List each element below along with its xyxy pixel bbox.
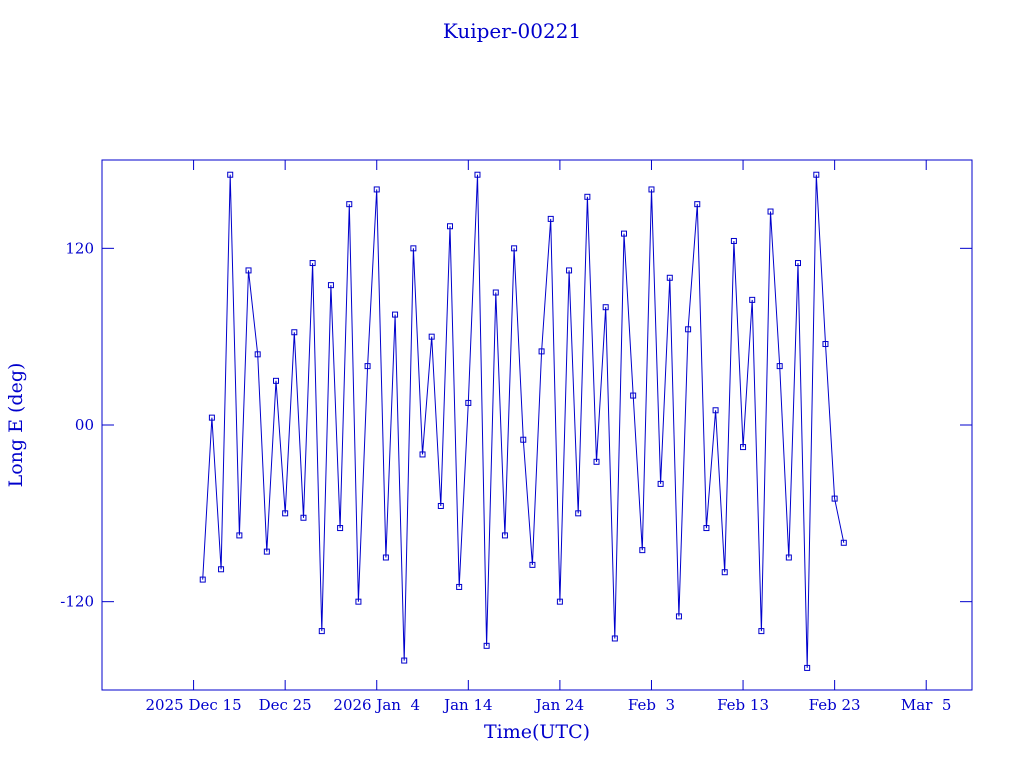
data-point — [456, 583, 463, 590]
data-point — [831, 495, 838, 502]
data-point — [556, 598, 563, 605]
data-point — [767, 208, 774, 215]
data-point — [840, 539, 847, 546]
data-point — [685, 326, 692, 333]
x-tick-label: Mar 5 — [901, 696, 952, 714]
data-point — [392, 311, 399, 318]
data-point — [776, 363, 783, 370]
x-tick-label: Jan 24 — [534, 696, 584, 714]
data-point — [501, 532, 508, 539]
data-point — [373, 186, 380, 193]
data-point — [584, 193, 591, 200]
data-point — [630, 392, 637, 399]
data-point — [236, 532, 243, 539]
data-point — [227, 171, 234, 178]
data-point — [566, 267, 573, 274]
data-point — [795, 260, 801, 267]
data-point — [675, 613, 682, 620]
data-point — [529, 561, 536, 568]
x-tick-label: 2026 Jan 4 — [333, 696, 420, 714]
data-point — [593, 458, 600, 465]
y-tick-label: -120 — [60, 593, 94, 611]
chart-title: Kuiper-00221 — [443, 19, 581, 43]
data-point — [621, 230, 627, 237]
data-point — [208, 414, 215, 421]
y-axis-label: Long E (deg) — [5, 363, 27, 488]
data-point — [300, 514, 307, 521]
data-point — [703, 525, 710, 532]
data-point — [694, 201, 701, 208]
data-point — [447, 223, 453, 230]
data-point — [199, 576, 206, 583]
data-point — [575, 510, 582, 517]
data-point — [721, 569, 728, 576]
data-point — [355, 598, 362, 605]
x-tick-label: Jan 14 — [442, 696, 492, 714]
data-point — [740, 444, 747, 451]
data-point — [712, 407, 719, 414]
data-point — [538, 348, 545, 355]
x-tick-label: Feb 13 — [717, 696, 769, 714]
data-point — [465, 399, 472, 406]
data-point — [419, 451, 426, 458]
data-point — [804, 664, 811, 671]
x-tick-label: Feb 3 — [628, 696, 675, 714]
data-point — [437, 502, 444, 509]
data-line — [202, 174, 845, 668]
data-point — [346, 201, 353, 208]
data-point — [602, 304, 609, 311]
x-tick-label: Feb 23 — [809, 696, 861, 714]
data-point — [483, 642, 490, 649]
data-point — [263, 548, 270, 555]
data-point — [749, 296, 756, 303]
data-point — [758, 628, 765, 635]
x-tick-label: Dec 25 — [259, 696, 312, 714]
data-point — [254, 351, 261, 358]
data-point — [318, 628, 325, 635]
x-tick-label: 2025 Dec 15 — [146, 696, 242, 714]
data-point — [639, 547, 646, 554]
data-point — [273, 377, 279, 384]
data-point — [666, 274, 673, 281]
data-point — [309, 260, 316, 267]
data-point — [474, 171, 481, 178]
data-point — [401, 657, 408, 664]
data-point — [547, 215, 554, 222]
data-point — [730, 237, 737, 244]
plot-frame — [101, 159, 973, 691]
data-point — [648, 186, 655, 193]
data-point — [327, 282, 334, 289]
data-point — [813, 171, 820, 178]
data-point — [785, 554, 792, 561]
y-tick-label: 00 — [75, 416, 94, 434]
y-tick-label: 120 — [65, 239, 94, 257]
data-point — [520, 436, 527, 443]
data-point — [337, 525, 344, 532]
data-point — [282, 510, 289, 517]
x-axis-label: Time(UTC) — [484, 721, 590, 743]
data-point — [291, 329, 298, 336]
data-point — [382, 554, 389, 561]
data-point — [428, 333, 435, 340]
data-point — [410, 245, 417, 252]
data-point — [657, 480, 664, 487]
data-point — [492, 289, 499, 296]
data-point — [364, 363, 371, 370]
data-point — [218, 566, 225, 573]
data-point — [822, 341, 829, 348]
plot-area — [199, 171, 847, 671]
data-point — [511, 245, 518, 252]
data-point — [611, 635, 618, 642]
data-point — [245, 267, 252, 274]
